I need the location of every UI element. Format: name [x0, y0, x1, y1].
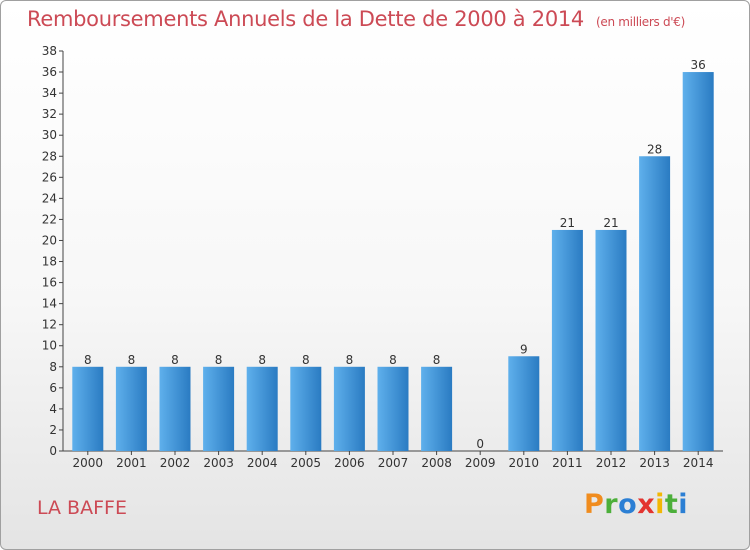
x-tick-label: 2006 — [334, 456, 365, 470]
bar-2005 — [290, 366, 322, 451]
logo-letter: r — [604, 489, 619, 520]
x-tick-label: 2014 — [683, 456, 714, 470]
y-tick-label: 0 — [49, 444, 57, 458]
y-tick-label: 24 — [42, 191, 57, 205]
bar-2007 — [377, 366, 409, 451]
data-label-2007: 8 — [389, 353, 397, 367]
y-tick-label: 38 — [42, 44, 57, 58]
x-tick-label: 2002 — [160, 456, 191, 470]
chart-title-text: Remboursements Annuels de la Dette de 20… — [27, 7, 584, 31]
data-label-2009: 0 — [476, 437, 484, 451]
logo-letter: i — [655, 489, 665, 520]
bar-2003 — [203, 366, 235, 451]
y-tick-label: 6 — [49, 381, 57, 395]
data-label-2004: 8 — [258, 353, 266, 367]
chart-subtitle: (en milliers d'€) — [596, 15, 686, 29]
data-label-2013: 28 — [647, 142, 662, 156]
bar-2010 — [508, 356, 540, 451]
data-label-2008: 8 — [433, 353, 441, 367]
y-tick-label: 14 — [42, 297, 57, 311]
y-tick-label: 36 — [42, 65, 57, 79]
bar-2008 — [421, 366, 453, 451]
bar-2001 — [115, 366, 147, 451]
y-tick-label: 30 — [42, 128, 57, 142]
commune-name: LA BAFFE — [37, 497, 127, 519]
logo-letter: x — [637, 489, 656, 520]
y-tick-label: 26 — [42, 170, 57, 184]
bars — [72, 72, 714, 451]
bar-2011 — [551, 229, 583, 451]
x-tick-label: 2013 — [639, 456, 670, 470]
x-tick-label: 2003 — [203, 456, 234, 470]
y-tick-label: 10 — [42, 339, 57, 353]
data-label-2003: 8 — [215, 353, 223, 367]
x-tick-label: 2010 — [509, 456, 540, 470]
x-tick-label: 2004 — [247, 456, 278, 470]
value-labels: 8 8 8 8 8 8 8 8 8 0 9 21 21 28 36 — [84, 58, 706, 451]
data-label-2012: 21 — [603, 216, 618, 230]
x-tick-label: 2008 — [421, 456, 452, 470]
data-label-2005: 8 — [302, 353, 310, 367]
data-label-2014: 36 — [691, 58, 706, 72]
y-tick-label: 28 — [42, 149, 57, 163]
bar-2014 — [682, 72, 714, 451]
y-tick-label: 8 — [49, 360, 57, 374]
bar-2004 — [246, 366, 278, 451]
data-label-2010: 9 — [520, 342, 528, 356]
proxiti-logo: Proxiti — [584, 489, 688, 520]
data-label-2002: 8 — [171, 353, 179, 367]
data-label-2006: 8 — [346, 353, 354, 367]
data-label-2000: 8 — [84, 353, 92, 367]
bar-2000 — [72, 366, 104, 451]
bar-2013 — [639, 156, 671, 451]
x-tick-label: 2007 — [378, 456, 409, 470]
y-tick-label: 22 — [42, 212, 57, 226]
x-tick-label: 2000 — [73, 456, 104, 470]
y-tick-label: 2 — [49, 423, 57, 437]
bar-2002 — [159, 366, 191, 451]
x-tick-label: 2011 — [552, 456, 583, 470]
x-tick-label: 2001 — [116, 456, 147, 470]
bar-2012 — [595, 229, 627, 451]
y-tick-label: 12 — [42, 318, 57, 332]
logo-letter: o — [618, 489, 638, 520]
y-tick-label: 34 — [42, 86, 57, 100]
logo-letter: i — [678, 489, 689, 520]
bar-2006 — [333, 366, 365, 451]
y-tick-label: 16 — [42, 276, 57, 290]
logo-letter: P — [584, 489, 605, 520]
y-tick-label: 18 — [42, 255, 57, 269]
logo-letter: t — [664, 489, 679, 520]
y-tick-label: 4 — [49, 402, 57, 416]
y-tick-label: 32 — [42, 107, 57, 121]
chart-title: Remboursements Annuels de la Dette de 20… — [27, 7, 685, 31]
x-tick-label: 2009 — [465, 456, 496, 470]
x-tick-label: 2012 — [596, 456, 627, 470]
y-tick-label: 20 — [42, 233, 57, 247]
data-label-2011: 21 — [560, 216, 575, 230]
x-tick-label: 2005 — [291, 456, 322, 470]
data-label-2001: 8 — [128, 353, 136, 367]
